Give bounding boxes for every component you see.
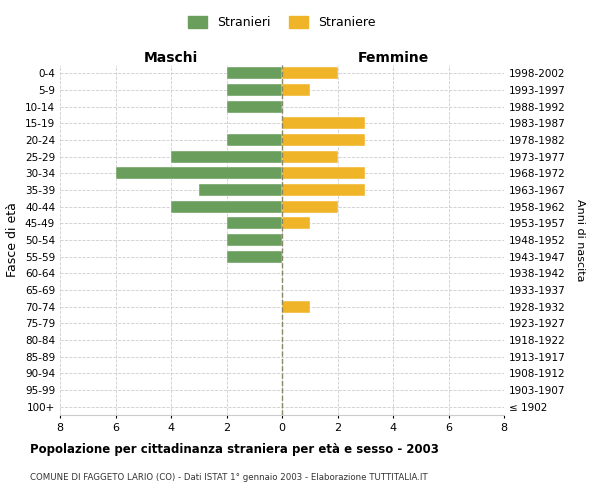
- Bar: [282, 84, 310, 96]
- Bar: [282, 134, 365, 146]
- Legend: Stranieri, Straniere: Stranieri, Straniere: [184, 11, 380, 34]
- Text: Maschi: Maschi: [144, 51, 198, 65]
- Text: COMUNE DI FAGGETO LARIO (CO) - Dati ISTAT 1° gennaio 2003 - Elaborazione TUTTITA: COMUNE DI FAGGETO LARIO (CO) - Dati ISTA…: [30, 472, 428, 482]
- Bar: [227, 100, 282, 112]
- Text: Popolazione per cittadinanza straniera per età e sesso - 2003: Popolazione per cittadinanza straniera p…: [30, 442, 439, 456]
- Bar: [282, 118, 365, 130]
- Bar: [227, 134, 282, 146]
- Bar: [282, 300, 310, 312]
- Bar: [227, 84, 282, 96]
- Bar: [282, 200, 337, 212]
- Bar: [282, 68, 337, 80]
- Bar: [171, 150, 282, 162]
- Bar: [227, 250, 282, 262]
- Bar: [227, 234, 282, 246]
- Bar: [199, 184, 282, 196]
- Bar: [282, 218, 310, 230]
- Bar: [115, 168, 282, 179]
- Bar: [171, 200, 282, 212]
- Bar: [227, 68, 282, 80]
- Bar: [282, 168, 365, 179]
- Text: Femmine: Femmine: [358, 51, 428, 65]
- Bar: [282, 150, 337, 162]
- Bar: [282, 184, 365, 196]
- Bar: [227, 218, 282, 230]
- Y-axis label: Anni di nascita: Anni di nascita: [575, 198, 585, 281]
- Y-axis label: Fasce di età: Fasce di età: [7, 202, 19, 278]
